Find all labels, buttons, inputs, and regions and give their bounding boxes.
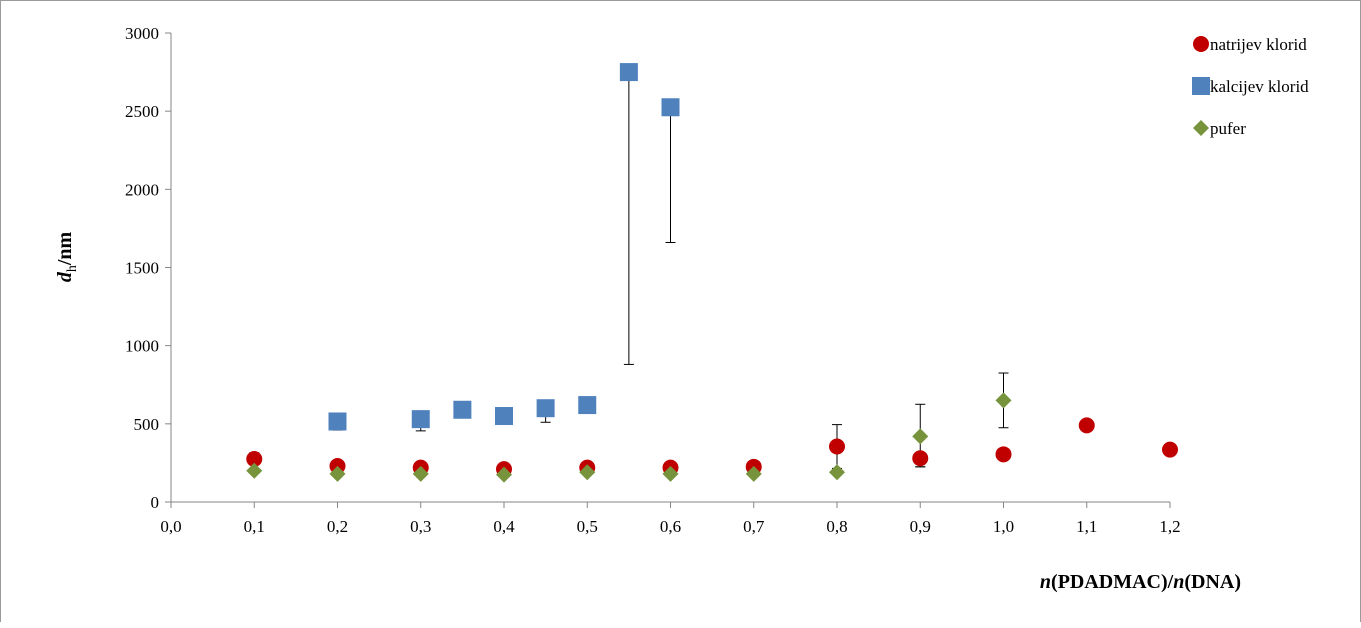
data-point-diamond: [995, 392, 1012, 409]
x-tick-label: 0,7: [743, 517, 765, 536]
data-point-diamond: [579, 464, 596, 481]
data-point-square: [578, 396, 597, 415]
y-tick-label: 2000: [125, 180, 159, 199]
data-point-square: [453, 400, 472, 419]
data-point-square: [661, 98, 680, 117]
x-tick-label: 0,1: [244, 517, 265, 536]
x-axis-var1: n: [1040, 571, 1051, 593]
x-axis-mid2: (DNA): [1184, 571, 1241, 593]
x-tick-label: 0,3: [410, 517, 431, 536]
data-point-circle: [246, 451, 263, 468]
y-tick-label: 1000: [125, 337, 159, 356]
x-tick-label: 0,2: [327, 517, 348, 536]
data-point-square: [619, 63, 638, 82]
data-point-square: [495, 407, 513, 426]
x-axis-mid1: (PDADMAC)/: [1051, 571, 1174, 593]
x-tick-label: 0,8: [826, 517, 847, 536]
x-tick-label: 0,0: [160, 517, 181, 536]
x-tick-label: 0,5: [577, 517, 598, 536]
data-point-diamond: [496, 466, 512, 483]
y-axis-sub: h: [65, 265, 80, 272]
x-tick-label: 0,4: [493, 517, 515, 536]
legend-marker-square: [1192, 77, 1210, 95]
x-tick-label: 0,6: [660, 517, 681, 536]
data-point-circle: [1078, 417, 1095, 434]
data-point-diamond: [412, 465, 429, 482]
y-axis-unit: /nm: [54, 231, 76, 266]
x-axis-var2: n: [1173, 571, 1184, 593]
data-point-circle: [1162, 441, 1178, 458]
y-tick-label: 1500: [125, 259, 159, 278]
x-tick-label: 1,0: [993, 517, 1014, 536]
data-point-square: [411, 410, 430, 429]
y-tick-label: 3000: [125, 24, 159, 43]
data-point-circle: [995, 446, 1012, 463]
data-point-diamond: [912, 428, 929, 445]
data-point-diamond: [829, 464, 845, 481]
x-tick-label: 1,1: [1076, 517, 1097, 536]
y-tick-label: 0: [151, 493, 160, 512]
x-axis-title: n(PDADMAC)/n(DNA): [1040, 571, 1241, 593]
y-tick-label: 500: [134, 415, 160, 434]
data-point-circle: [912, 450, 929, 467]
data-point-diamond: [246, 462, 263, 479]
x-tick-label: 0,9: [910, 517, 931, 536]
legend-label: natrijev klorid: [1210, 35, 1307, 54]
y-tick-label: 2500: [125, 102, 159, 121]
data-point-diamond: [662, 465, 679, 482]
error-bars: [249, 72, 1175, 469]
data-point-circle: [829, 438, 845, 455]
data-point-square: [536, 399, 555, 418]
data-point-diamond: [329, 465, 346, 482]
data-point-diamond: [745, 465, 762, 482]
legend-marker-diamond: [1193, 120, 1209, 136]
data-points: [246, 63, 1178, 483]
legend-label: pufer: [1210, 119, 1246, 138]
y-axis-title: dh/nm: [54, 231, 80, 282]
axes: 0 500 1000 1500 2000 2500 3000 0,0 0,1 0,2 0,3 0,4 0…: [125, 24, 1181, 536]
legend-label: kalcijev klorid: [1210, 77, 1309, 96]
legend-marker-circle: [1193, 36, 1209, 52]
legend: natrijev klorid kalcijev klorid pufer: [1192, 35, 1309, 138]
data-point-square: [328, 412, 347, 431]
x-tick-label: 1,2: [1159, 517, 1180, 536]
y-axis-var: d: [54, 271, 76, 282]
